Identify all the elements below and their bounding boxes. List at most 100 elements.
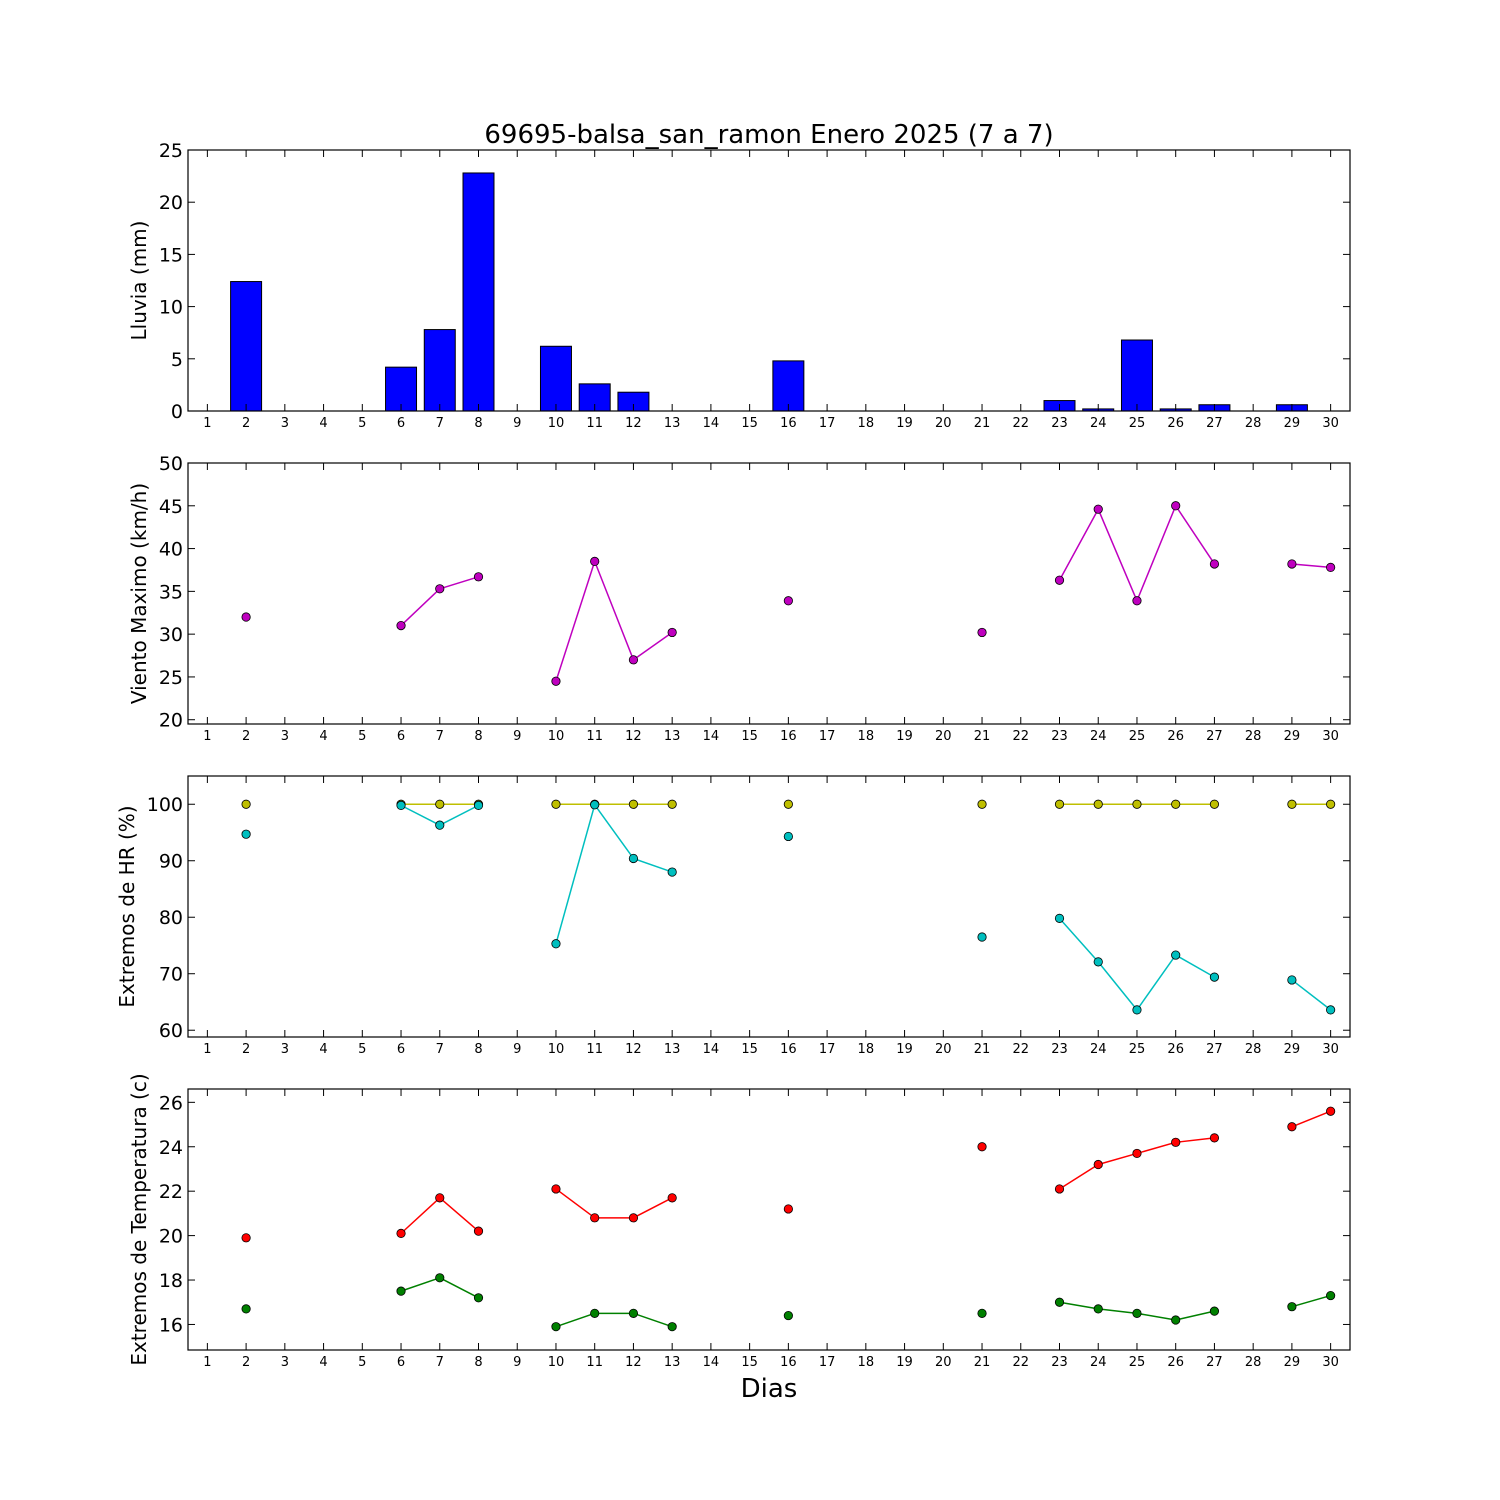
data-point-dia-26 [1171,1137,1181,1147]
x-tick-label: 1 [203,1042,211,1057]
x-tick-label: 23 [1051,1042,1068,1057]
x-tick-label: 21 [974,1042,991,1057]
x-tick-label: 2 [242,1042,250,1057]
x-tick-label: 21 [974,729,991,744]
x-tick-label: 14 [703,416,720,431]
x-tick-label: 21 [974,416,991,431]
x-tick-label: 29 [1284,416,1301,431]
data-point-dia-16 [783,596,793,606]
x-tick-label: 29 [1284,1355,1301,1370]
y-axis-label: Viento Maximo (km/h) [127,483,151,704]
series-line-segment [555,804,596,944]
x-tick-label: 3 [281,729,289,744]
data-point-dia-7 [435,1193,445,1203]
x-tick-label: 18 [858,1042,875,1057]
x-tick-label: 25 [1129,1042,1146,1057]
x-tick-label: 24 [1090,416,1107,431]
x-tick-label: 28 [1245,1355,1262,1370]
y-tick-label: 60 [159,1020,183,1042]
series-humedad-1 [241,799,1336,809]
x-tick-label: 17 [819,729,836,744]
x-tick-label: 16 [780,416,797,431]
data-point-dia-21 [977,627,987,638]
x-tick-label: 8 [474,729,482,744]
series-line-segment [594,804,635,859]
y-tick-label: 45 [159,496,183,518]
data-point-dia-2 [241,612,251,622]
x-tick-label: 4 [319,1042,327,1057]
x-tick-label: 17 [819,416,836,431]
bar-dia-6 [385,366,418,412]
bar-dia-10 [539,345,572,412]
x-tick-label: 6 [397,1355,405,1370]
x-tick-label: 27 [1206,729,1223,744]
data-point-dia-13 [667,1322,677,1332]
x-tick-label: 17 [819,1042,836,1057]
y-tick-label: 30 [159,624,183,646]
data-point-dia-12 [628,1308,639,1318]
data-point-dia-8 [473,1293,484,1303]
x-tick-label: 20 [935,416,952,431]
data-point-dia-10 [551,799,561,809]
series-line-segment [1097,508,1138,602]
data-point-dia-21 [977,932,987,942]
x-tick-label: 9 [513,1355,521,1370]
series-line-segment [633,1197,673,1219]
series-temperatura-2 [241,1273,1336,1332]
x-tick-label: 20 [935,729,952,744]
series-line-segment [1058,508,1099,581]
data-point-dia-16 [783,1310,793,1321]
x-tick-label: 27 [1206,1355,1223,1370]
x-tick-label: 10 [548,1355,565,1370]
x-tick-label: 19 [896,1355,913,1370]
series-line-segment [400,1277,441,1292]
data-point-dia-11 [590,1213,600,1223]
x-tick-label: 16 [780,729,797,744]
data-point-dia-30 [1326,1290,1336,1301]
data-point-dia-6 [396,1286,406,1296]
x-tick-label: 15 [741,1355,758,1370]
x-tick-label: 13 [664,416,681,431]
x-tick-label: 15 [741,416,758,431]
y-tick-label: 15 [159,244,183,266]
x-tick-label: 2 [242,416,250,431]
series-line-segment [1098,1152,1138,1166]
y-tick-label: 35 [159,581,183,603]
x-tick-label: 6 [397,729,405,744]
x-tick-label: 23 [1051,416,1068,431]
x-tick-label: 12 [625,1355,642,1370]
x-tick-label: 8 [474,1042,482,1057]
x-tick-label: 2 [242,1355,250,1370]
x-tick-label: 25 [1129,1355,1146,1370]
x-tick-label: 19 [896,1042,913,1057]
series-line-segment [1058,917,1099,963]
y-tick-label: 20 [159,192,183,214]
data-point-dia-2 [241,1304,251,1314]
x-tick-label: 10 [548,416,565,431]
x-tick-label: 9 [513,416,521,431]
x-tick-label: 12 [625,729,642,744]
data-point-dia-25 [1132,1148,1142,1159]
x-tick-label: 3 [281,1042,289,1057]
x-tick-label: 4 [319,416,327,431]
data-point-dia-10 [551,939,561,949]
data-point-dia-30 [1326,799,1336,809]
x-tick-label: 14 [703,729,720,744]
data-point-dia-25 [1132,1308,1142,1318]
x-tick-label: 19 [896,729,913,744]
x-tick-label: 22 [1012,1355,1029,1370]
x-tick-label: 29 [1284,729,1301,744]
data-point-dia-8 [473,572,484,582]
x-tick-label: 13 [664,1042,681,1057]
x-tick-label: 8 [474,1355,482,1370]
data-point-dia-12 [628,655,639,665]
series-line-segment [1175,1137,1215,1144]
x-tick-label: 12 [625,1042,642,1057]
x-tick-label: 13 [664,729,681,744]
series-line-segment [439,804,479,826]
series-line-segment [1291,1294,1331,1308]
series-line-segment [1059,1301,1099,1310]
series-line-segment [400,1197,441,1234]
